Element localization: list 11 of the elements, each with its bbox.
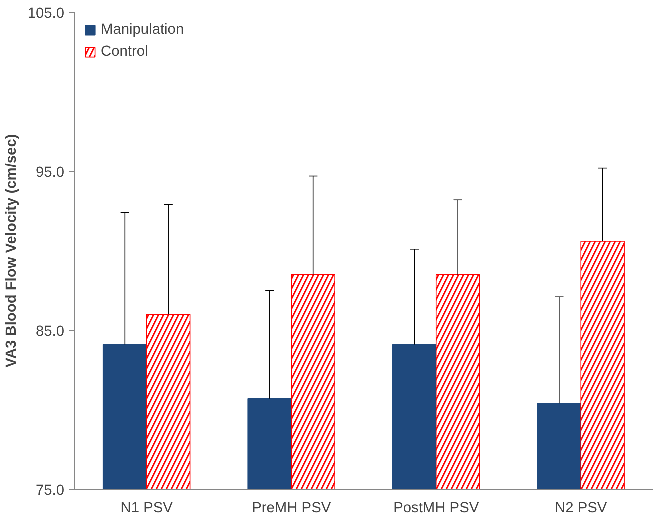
legend-label: Manipulation xyxy=(101,22,184,38)
x-tick-label: N2 PSV xyxy=(555,500,608,516)
y-axis-title: VA3 Blood Flow Velocity (cm/sec) xyxy=(4,134,20,368)
x-tick-label: PreMH PSV xyxy=(252,500,332,516)
x-tick-label: PostMH PSV xyxy=(394,500,480,516)
legend-label: Control xyxy=(101,44,148,60)
y-tick-label: 75.0 xyxy=(36,483,65,499)
x-tick-label: N1 PSV xyxy=(120,500,174,516)
y-tick-label: 105.0 xyxy=(28,6,65,22)
y-tick-label: 95.0 xyxy=(36,165,65,181)
y-tick-label: 85.0 xyxy=(36,324,65,340)
